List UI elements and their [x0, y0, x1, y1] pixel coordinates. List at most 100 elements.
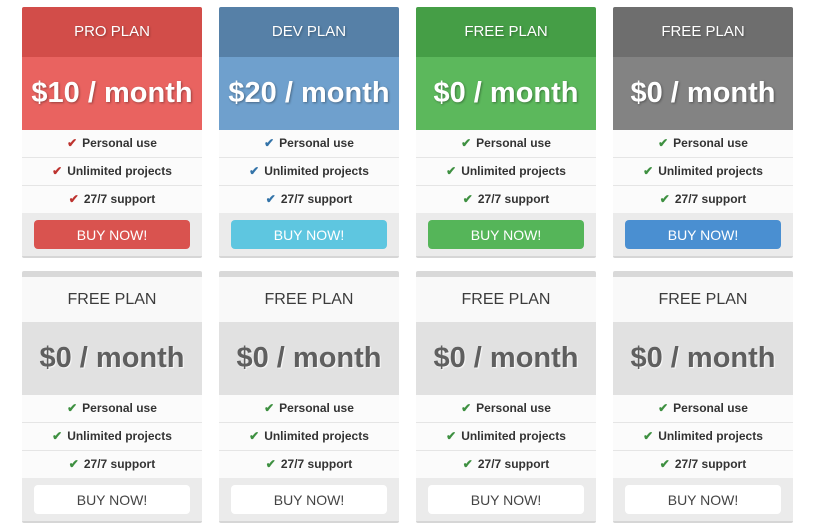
- feature-item: ✔ Unlimited projects: [416, 158, 596, 186]
- plan-name: FREE PLAN: [22, 277, 202, 322]
- pricing-card: FREE PLAN $0 / month ✔ Personal use ✔ Unli…: [613, 271, 793, 523]
- card-footer: BUY NOW!: [219, 213, 399, 256]
- feature-label: Unlimited projects: [67, 429, 172, 443]
- plan-name: FREE PLAN: [219, 277, 399, 322]
- card-footer: BUY NOW!: [219, 478, 399, 521]
- feature-item: ✔ Unlimited projects: [22, 158, 202, 186]
- feature-item: ✔ 27/7 support: [219, 451, 399, 478]
- feature-list: ✔ Personal use ✔ Unlimited projects ✔ 27/7 …: [416, 395, 596, 478]
- feature-label: 27/7 support: [477, 192, 550, 206]
- buy-now-button[interactable]: BUY NOW!: [34, 220, 190, 249]
- feature-item: ✔ Personal use: [613, 130, 793, 158]
- feature-label: 27/7 support: [280, 457, 353, 471]
- plan-name: FREE PLAN: [416, 277, 596, 322]
- feature-label: Personal use: [82, 401, 157, 415]
- card-footer: BUY NOW!: [22, 213, 202, 256]
- buy-now-button[interactable]: BUY NOW!: [625, 220, 781, 249]
- feature-item: ✔ 27/7 support: [416, 186, 596, 213]
- check-icon: ✔: [643, 164, 654, 178]
- feature-list: ✔ Personal use ✔ Unlimited projects ✔ 27/7 …: [613, 395, 793, 478]
- feature-item: ✔ Unlimited projects: [613, 158, 793, 186]
- check-icon: ✔: [52, 429, 63, 443]
- plan-price: $0 / month: [219, 322, 399, 395]
- check-icon: ✔: [249, 164, 260, 178]
- pricing-card: FREE PLAN $0 / month ✔ Personal use ✔ Unli…: [416, 7, 596, 258]
- check-icon: ✔: [446, 429, 457, 443]
- feature-list: ✔ Personal use ✔ Unlimited projects ✔ 27/7 …: [613, 130, 793, 213]
- feature-item: ✔ Unlimited projects: [219, 158, 399, 186]
- buy-now-button[interactable]: BUY NOW!: [231, 220, 387, 249]
- plan-name: FREE PLAN: [613, 277, 793, 322]
- buy-now-button[interactable]: BUY NOW!: [625, 485, 781, 514]
- feature-label: 27/7 support: [83, 192, 156, 206]
- feature-label: Unlimited projects: [658, 429, 763, 443]
- card-footer: BUY NOW!: [613, 213, 793, 256]
- card-footer: BUY NOW!: [416, 213, 596, 256]
- pricing-row-top: PRO PLAN $10 / month ✔ Personal use ✔ Unli…: [0, 7, 821, 258]
- feature-label: Personal use: [82, 136, 157, 150]
- feature-label: Unlimited projects: [461, 164, 566, 178]
- feature-list: ✔ Personal use ✔ Unlimited projects ✔ 27/7 …: [22, 130, 202, 213]
- feature-list: ✔ Personal use ✔ Unlimited projects ✔ 27/7 …: [219, 130, 399, 213]
- feature-label: Unlimited projects: [264, 164, 369, 178]
- pricing-card: FREE PLAN $0 / month ✔ Personal use ✔ Unli…: [416, 271, 596, 523]
- check-icon: ✔: [67, 401, 78, 415]
- plan-price: $0 / month: [416, 322, 596, 395]
- plan-price: $20 / month: [219, 57, 399, 130]
- plan-price: $0 / month: [416, 57, 596, 130]
- feature-item: ✔ Unlimited projects: [613, 423, 793, 451]
- check-icon: ✔: [659, 192, 670, 206]
- feature-item: ✔ 27/7 support: [219, 186, 399, 213]
- card-top-strip: [22, 271, 202, 277]
- plan-price: $0 / month: [613, 57, 793, 130]
- check-icon: ✔: [461, 401, 472, 415]
- check-icon: ✔: [462, 457, 473, 471]
- check-icon: ✔: [264, 401, 275, 415]
- check-icon: ✔: [446, 164, 457, 178]
- feature-label: 27/7 support: [674, 457, 747, 471]
- feature-label: Unlimited projects: [264, 429, 369, 443]
- feature-label: Unlimited projects: [461, 429, 566, 443]
- pricing-row-bottom: FREE PLAN $0 / month ✔ Personal use ✔ Unli…: [0, 271, 821, 523]
- card-top-strip: [416, 271, 596, 277]
- plan-price: $0 / month: [613, 322, 793, 395]
- buy-now-button[interactable]: BUY NOW!: [428, 485, 584, 514]
- feature-item: ✔ Unlimited projects: [416, 423, 596, 451]
- pricing-card: FREE PLAN $0 / month ✔ Personal use ✔ Unli…: [613, 7, 793, 258]
- pricing-card: PRO PLAN $10 / month ✔ Personal use ✔ Unli…: [22, 7, 202, 258]
- check-icon: ✔: [249, 429, 260, 443]
- pricing-card: FREE PLAN $0 / month ✔ Personal use ✔ Unli…: [219, 271, 399, 523]
- feature-item: ✔ Personal use: [613, 395, 793, 423]
- feature-item: ✔ 27/7 support: [416, 451, 596, 478]
- check-icon: ✔: [658, 136, 669, 150]
- feature-label: 27/7 support: [674, 192, 747, 206]
- feature-label: Personal use: [279, 136, 354, 150]
- plan-name: FREE PLAN: [416, 7, 596, 57]
- feature-item: ✔ 27/7 support: [22, 451, 202, 478]
- plan-name: DEV PLAN: [219, 7, 399, 57]
- feature-item: ✔ 27/7 support: [613, 186, 793, 213]
- pricing-card: DEV PLAN $20 / month ✔ Personal use ✔ Unli…: [219, 7, 399, 258]
- plan-name: FREE PLAN: [613, 7, 793, 57]
- feature-list: ✔ Personal use ✔ Unlimited projects ✔ 27/7 …: [416, 130, 596, 213]
- feature-item: ✔ Personal use: [416, 395, 596, 423]
- card-top-strip: [219, 271, 399, 277]
- check-icon: ✔: [67, 136, 78, 150]
- check-icon: ✔: [461, 136, 472, 150]
- plan-price: $0 / month: [22, 322, 202, 395]
- check-icon: ✔: [658, 401, 669, 415]
- feature-item: ✔ Personal use: [22, 395, 202, 423]
- buy-now-button[interactable]: BUY NOW!: [231, 485, 387, 514]
- buy-now-button[interactable]: BUY NOW!: [34, 485, 190, 514]
- feature-label: Personal use: [673, 136, 748, 150]
- buy-now-button[interactable]: BUY NOW!: [428, 220, 584, 249]
- check-icon: ✔: [462, 192, 473, 206]
- feature-label: Personal use: [476, 401, 551, 415]
- check-icon: ✔: [265, 457, 276, 471]
- check-icon: ✔: [265, 192, 276, 206]
- card-footer: BUY NOW!: [613, 478, 793, 521]
- feature-item: ✔ Unlimited projects: [22, 423, 202, 451]
- feature-item: ✔ Unlimited projects: [219, 423, 399, 451]
- feature-label: 27/7 support: [477, 457, 550, 471]
- feature-item: ✔ 27/7 support: [22, 186, 202, 213]
